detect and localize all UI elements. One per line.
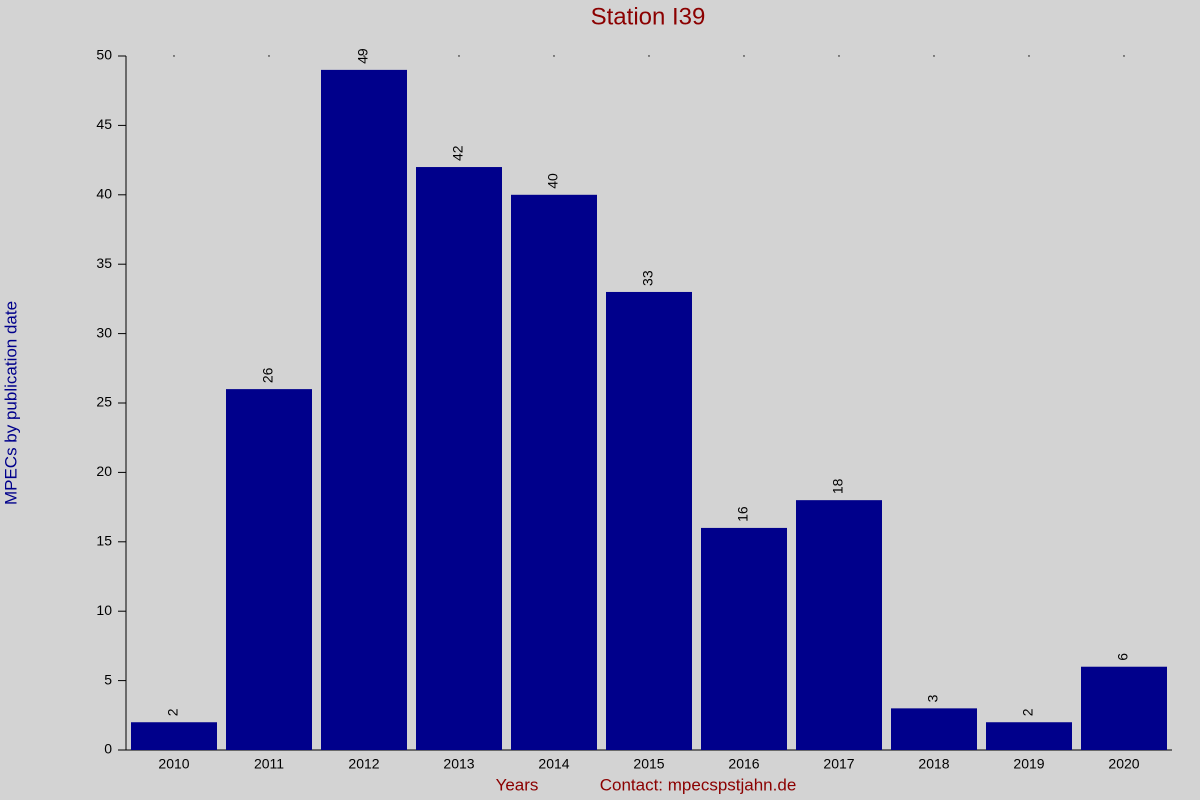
bar [321, 69, 407, 750]
value-label: 16 [735, 506, 751, 522]
y-axis-label: MPECs by publication date [1, 301, 20, 505]
top-marker [743, 55, 745, 57]
top-marker [553, 55, 555, 57]
x-tick-label: 2015 [633, 756, 664, 772]
bar [986, 722, 1072, 750]
top-marker [648, 55, 650, 57]
y-tick-label: 30 [96, 324, 112, 340]
top-marker [1123, 55, 1125, 57]
x-tick-label: 2020 [1108, 756, 1139, 772]
bar [891, 708, 977, 750]
x-tick-label: 2014 [538, 756, 569, 772]
x-tick-label: 2012 [348, 756, 379, 772]
x-tick-label: 2013 [443, 756, 474, 772]
x-tick-label: 2018 [918, 756, 949, 772]
bar [796, 500, 882, 750]
chart-title: Station I39 [591, 3, 706, 30]
value-label: 2 [1020, 708, 1036, 716]
top-marker [173, 55, 175, 57]
value-label: 33 [640, 270, 656, 286]
y-tick-label: 0 [104, 741, 112, 757]
credit: Contact: mpecspstjahn.de [600, 775, 797, 794]
bar [701, 527, 787, 750]
y-tick-label: 20 [96, 463, 112, 479]
value-label: 6 [1115, 653, 1131, 661]
top-marker [363, 55, 365, 57]
y-tick-label: 25 [96, 394, 112, 410]
y-tick-label: 40 [96, 186, 112, 202]
value-label: 26 [260, 367, 276, 383]
y-tick-label: 35 [96, 255, 112, 271]
value-label: 40 [545, 173, 561, 189]
y-tick-label: 10 [96, 602, 112, 618]
bar [606, 291, 692, 750]
bar [1081, 666, 1167, 750]
value-label: 49 [355, 48, 371, 64]
y-tick-label: 50 [96, 47, 112, 63]
y-tick-label: 45 [96, 116, 112, 132]
top-marker [1028, 55, 1030, 57]
x-tick-label: 2017 [823, 756, 854, 772]
x-tick-label: 2010 [158, 756, 189, 772]
value-label: 18 [830, 478, 846, 494]
y-tick-label: 15 [96, 533, 112, 549]
x-axis-label: Years [496, 775, 539, 794]
bar [226, 389, 312, 750]
bar [131, 722, 217, 750]
top-marker [458, 55, 460, 57]
x-tick-label: 2016 [728, 756, 759, 772]
top-marker [268, 55, 270, 57]
value-label: 42 [450, 145, 466, 161]
value-label: 2 [165, 708, 181, 716]
top-marker [838, 55, 840, 57]
x-tick-label: 2011 [254, 756, 284, 772]
bar [511, 194, 597, 751]
value-label: 3 [925, 694, 941, 702]
top-marker [933, 55, 935, 57]
bar [416, 167, 502, 751]
y-tick-label: 5 [104, 671, 112, 687]
x-tick-label: 2019 [1013, 756, 1044, 772]
